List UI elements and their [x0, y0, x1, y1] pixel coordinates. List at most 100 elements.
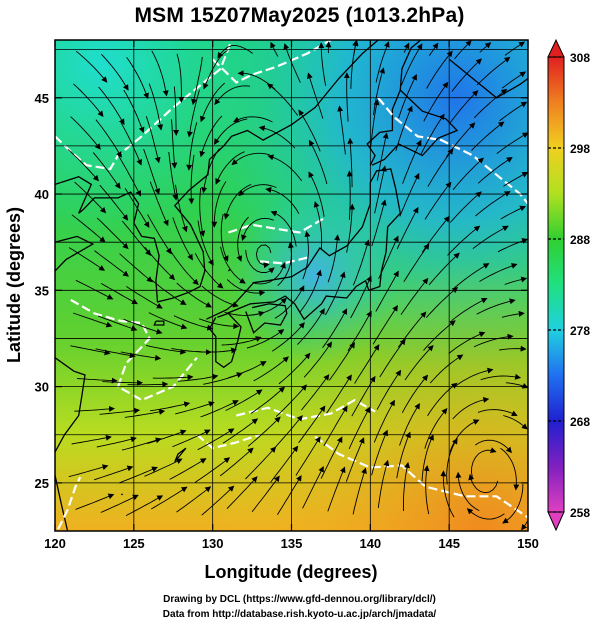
streamline: [479, 42, 492, 53]
contour-line: [70, 298, 198, 402]
x-tick-label: 130: [202, 536, 224, 551]
streamline: [96, 436, 137, 448]
y-axis-label: Latitude (degrees): [4, 207, 24, 363]
lat-lon-grid: [55, 40, 528, 531]
y-tick-label: 30: [35, 380, 49, 395]
streamline: [148, 312, 188, 330]
streamline: [176, 53, 185, 103]
streamline: [245, 446, 277, 480]
streamline: [71, 214, 106, 243]
streamline: [373, 399, 395, 443]
streamline: [196, 347, 238, 354]
streamline: [98, 315, 138, 332]
streamline: [352, 239, 370, 286]
streamline: [473, 88, 508, 119]
streamline: [429, 354, 464, 384]
colorbar: 258 268 278 288 298 308: [547, 38, 590, 532]
colorbar-bottom-triangle: [547, 511, 565, 532]
streamline: [425, 286, 459, 318]
streamline: [446, 437, 458, 485]
streamline: [219, 447, 254, 477]
streamline: [476, 56, 511, 86]
streamline: [126, 57, 149, 100]
streamline: [215, 151, 245, 185]
streamline: [68, 247, 106, 271]
streamline: [225, 389, 263, 411]
streamline: [120, 122, 142, 166]
streamline: [247, 416, 281, 447]
streamline: [94, 250, 129, 277]
streamline: [147, 429, 187, 445]
streamline: [375, 41, 390, 83]
streamline: [231, 152, 270, 166]
streamline: [93, 465, 134, 481]
contour-line: [377, 97, 528, 205]
streamline: [123, 89, 145, 134]
streamline: [376, 132, 389, 181]
streamline: [375, 270, 399, 312]
streamline: [149, 401, 191, 412]
streamline: [347, 137, 354, 188]
colorbar-tick-label: 298: [570, 142, 590, 156]
contour-line: [57, 476, 82, 530]
streamline: [327, 234, 341, 283]
x-axis-label: Longitude (degrees): [204, 562, 377, 582]
streamline: [376, 369, 402, 410]
streamline: [496, 132, 528, 154]
contour-line: [228, 216, 327, 234]
streamline: [374, 165, 387, 214]
streamline: [233, 116, 273, 123]
y-tick-label: 45: [35, 91, 49, 106]
streamline: [306, 72, 324, 119]
streamline: [74, 181, 107, 214]
streamline: [71, 434, 112, 445]
streamline: [283, 43, 301, 83]
streamline: [100, 494, 139, 513]
streamline: [501, 71, 527, 89]
streamline: [480, 373, 522, 381]
streamline: [451, 58, 482, 92]
streamline: [169, 458, 207, 480]
streamline: [504, 41, 526, 56]
streamline: [423, 465, 430, 515]
streamline: [403, 461, 411, 511]
streamline: [471, 121, 505, 151]
streamline: [521, 519, 528, 531]
streamline: [201, 148, 220, 194]
streamline: [121, 220, 152, 256]
streamline: [449, 419, 480, 452]
streamline: [372, 67, 385, 116]
streamline: [100, 283, 138, 305]
streamline: [72, 312, 113, 328]
streamline: [118, 155, 142, 197]
streamline: [313, 201, 323, 250]
streamline: [121, 437, 162, 451]
streamline: [424, 181, 452, 220]
streamline: [147, 214, 172, 255]
colorbar-tick-label: 258: [570, 506, 590, 520]
streamline: [421, 434, 434, 482]
streamline: [249, 297, 287, 316]
streamline: [101, 53, 129, 91]
streamline: [267, 154, 303, 182]
streamline: [96, 217, 129, 250]
streamline: [403, 243, 430, 283]
streamline: [177, 373, 219, 382]
streamline: [124, 408, 166, 418]
streamline: [400, 43, 423, 86]
credit-data-source: Data from http://database.rish.kyoto-u.a…: [162, 609, 437, 620]
streamline: [197, 428, 235, 451]
streamline: [223, 183, 252, 220]
streamline: [226, 476, 258, 510]
streamline: [175, 184, 188, 233]
streamline: [236, 216, 249, 262]
streamline: [95, 119, 122, 158]
streamline: [171, 119, 178, 169]
streamline: [221, 336, 262, 346]
streamline: [497, 238, 528, 253]
streamline: [258, 125, 296, 149]
streamline: [404, 344, 434, 381]
streamline: [453, 263, 490, 289]
x-tick-label: 140: [359, 536, 381, 551]
coastline-segment: [55, 475, 69, 531]
